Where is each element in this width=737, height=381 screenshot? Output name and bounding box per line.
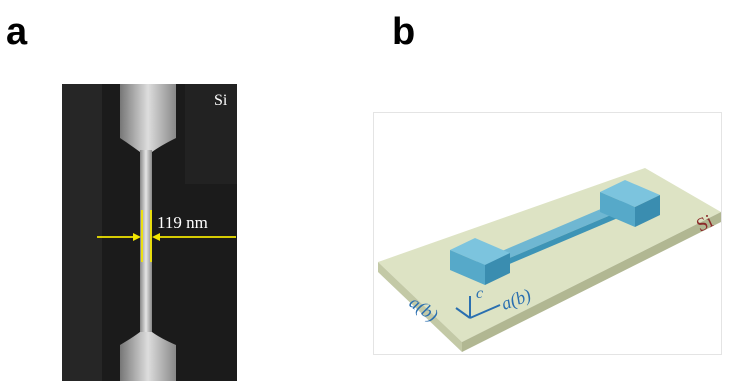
panel-label: b — [392, 11, 415, 53]
axis-label: c — [476, 285, 483, 302]
device-schematic: Si a(b) c a(b) — [374, 113, 722, 355]
figure: a Si 119 nm b Si — [0, 0, 737, 381]
width-annotation: 119 nm — [157, 213, 208, 232]
panel-label: a — [6, 11, 28, 53]
sem-image: Si 119 nm — [62, 84, 237, 381]
material-label: Si — [214, 92, 228, 109]
